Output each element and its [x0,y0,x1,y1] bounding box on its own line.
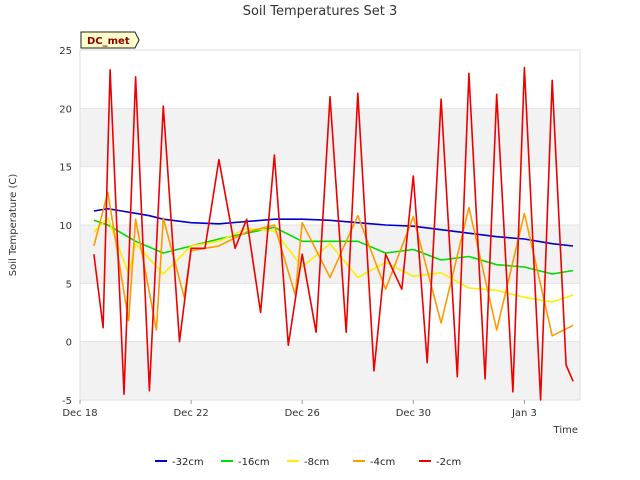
chart-title: Soil Temperatures Set 3 [243,4,398,19]
series-lines [93,66,574,401]
site-label-tag [80,31,140,49]
legend: -32cm -16cm -8cm -4cm -2cm [155,457,461,468]
series-line-neg16cm [93,219,574,275]
series-line-neg8cm [93,217,574,303]
site-label-box: DC_met [80,31,140,49]
x-axis-ticks: Dec 18 Dec 22 Dec 26 Dec 30 Jan 3 [62,400,537,419]
y-tick-label: 0 [66,338,72,349]
legend-label: -16cm [238,457,270,468]
x-axis-title: Time [553,425,578,436]
legend-label: -4cm [370,457,395,468]
legend-label: -2cm [436,457,461,468]
legend-label: -8cm [304,457,329,468]
x-tick-label: Jan 3 [511,408,537,419]
y-axis-title: Soil Temperature (C) [8,174,19,277]
y-tick-label: 20 [59,104,72,115]
y-tick-label: 5 [66,279,72,290]
y-tick-label: 25 [59,46,72,57]
y-tick-label: -5 [62,396,72,407]
site-label-text: DC_met [87,36,130,47]
y-tick-label: 15 [59,163,72,174]
y-axis-ticks: -5 0 5 10 15 20 25 [59,46,72,407]
x-tick-label: Dec 18 [62,408,97,419]
y-tick-label: 10 [59,221,72,232]
plot-frame [79,49,581,401]
series-line-neg32cm [93,207,574,247]
x-tick-label: Dec 26 [285,408,320,419]
x-tick-label: Dec 30 [396,408,431,419]
x-tick-label: Dec 22 [173,408,208,419]
background-band [80,108,580,167]
legend-label: -32cm [172,457,204,468]
background-bands [80,108,580,400]
background-band [80,341,580,400]
series-line-neg2cm [93,66,574,401]
